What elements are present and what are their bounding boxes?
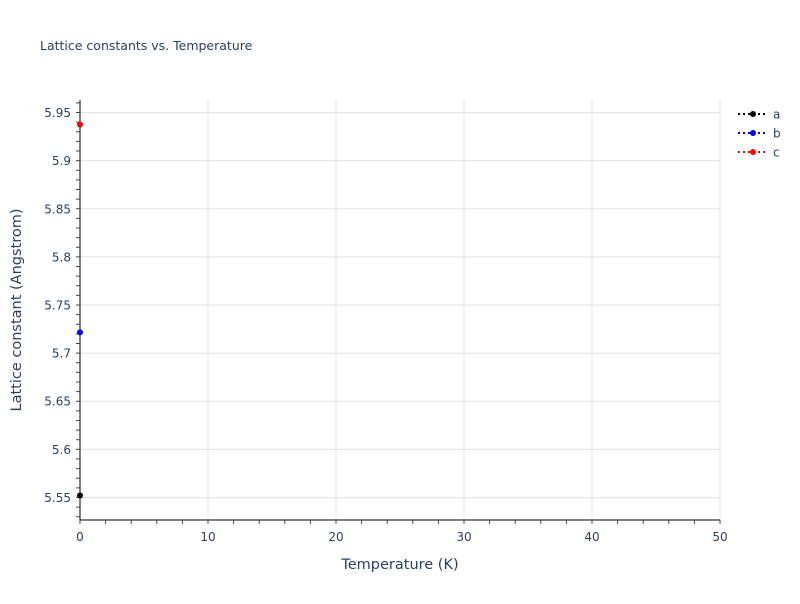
y-axis-label: Lattice constant (Angstrom) xyxy=(9,208,25,411)
y-tick-label: 5.75 xyxy=(44,298,71,312)
y-tick-label: 5.95 xyxy=(44,106,71,120)
y-tick-label: 5.6 xyxy=(52,443,71,457)
y-tick-label: 5.65 xyxy=(44,395,71,409)
x-tick-label: 40 xyxy=(584,530,599,544)
axes: 5.55 5.6 5.65 5.7 5.75 5.8 5.85 5.9 5.95 0 10 20 30 4… xyxy=(44,100,728,544)
data-marks xyxy=(77,121,83,499)
y-tick-label: 5.8 xyxy=(52,250,71,264)
y-tick-label: 5.9 xyxy=(52,154,71,168)
legend-label: c xyxy=(773,146,780,160)
data-point-c xyxy=(77,121,83,128)
legend[interactable]: abc xyxy=(738,108,781,160)
legend-marker xyxy=(750,149,756,155)
legend-marker xyxy=(750,130,756,136)
legend-label: b xyxy=(773,127,781,141)
x-tick-label: 50 xyxy=(712,530,727,544)
y-tick-label: 5.55 xyxy=(44,491,71,505)
chart-title: Lattice constants vs. Temperature xyxy=(40,38,253,53)
x-tick-label: 0 xyxy=(76,530,84,544)
legend-item-a[interactable]: a xyxy=(738,108,780,122)
x-axis-label: Temperature (K) xyxy=(340,557,458,573)
x-tick-label: 10 xyxy=(200,530,215,544)
legend-item-b[interactable]: b xyxy=(738,127,781,141)
x-tick-label: 20 xyxy=(328,530,343,544)
data-point-a xyxy=(77,492,83,499)
legend-label: a xyxy=(773,108,780,122)
legend-item-c[interactable]: c xyxy=(738,146,780,160)
x-tick-label: 30 xyxy=(456,530,471,544)
data-point-b xyxy=(77,329,83,336)
y-tick-label: 5.85 xyxy=(44,202,71,216)
legend-marker xyxy=(750,111,756,117)
y-tick-label: 5.7 xyxy=(52,347,71,361)
grid xyxy=(80,100,721,520)
